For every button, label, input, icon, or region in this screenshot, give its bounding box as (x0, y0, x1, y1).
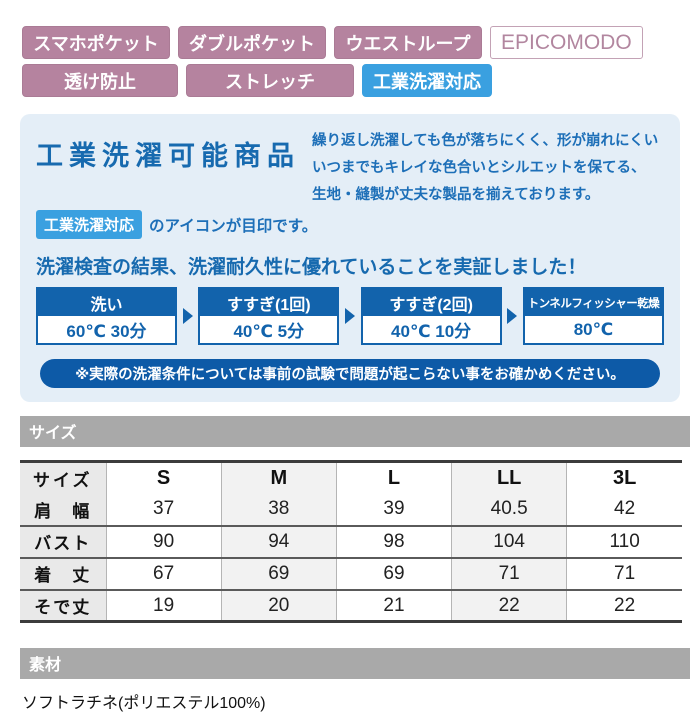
panel-description-line-3: 生地・縫製が丈夫な製品を揃えております。 (312, 186, 600, 203)
process-step-name: トンネルフィッシャー乾燥 (524, 289, 662, 317)
cell-value: 69 (220, 557, 337, 590)
cell-value: 94 (220, 525, 337, 558)
size-column-m: M (220, 461, 337, 494)
cell-value: 98 (335, 525, 452, 558)
badge-stretch: ストレッチ (186, 64, 354, 97)
arrow-right-icon (182, 308, 193, 325)
process-step-value: 80℃ (573, 319, 614, 339)
size-section-bar: サイズ (20, 416, 690, 448)
size-table-header-label: サイズ (33, 471, 93, 491)
row-label: バスト (34, 534, 92, 554)
feature-badges: スマホポケット ダブルポケット ウエストループ EPICOMODO 透け防止 ス… (22, 26, 700, 97)
cell-value: 104 (451, 525, 567, 558)
process-step-value: 40℃ 10分 (391, 322, 472, 342)
table-row-sleeve-length: そで丈 19 20 21 22 22 (20, 589, 682, 622)
size-table: サイズ S M L LL 3L 肩 幅 37 38 39 40.5 42 バスト… (20, 460, 682, 624)
cell-value: 39 (335, 493, 452, 526)
process-step-rinse-1: すすぎ(1回) 40℃ 5分 (198, 287, 340, 346)
icon-note-text: のアイコンが目印です。 (149, 217, 318, 235)
cell-value: 20 (220, 589, 337, 622)
row-label: そで丈 (34, 598, 92, 618)
cell-value: 37 (105, 493, 222, 526)
cell-value: 90 (105, 525, 222, 558)
size-column-ll: LL (451, 461, 567, 494)
panel-top: 工業洗濯可能商品 繰り返し洗濯しても色が落ちにくく、形が崩れにくい いつまでもキ… (36, 126, 664, 208)
badge-smartphone-pocket: スマホポケット (22, 26, 170, 59)
cell-value: 22 (451, 589, 567, 622)
wash-test-result-heading: 洗濯検査の結果、洗濯耐久性に優れていることを実証しました！ (36, 257, 587, 279)
process-step-wash: 洗い 60℃ 30分 (36, 287, 177, 346)
cell-value: 69 (335, 557, 452, 590)
industrial-wash-panel: 工業洗濯可能商品 繰り返し洗濯しても色が落ちにくく、形が崩れにくい いつまでもキ… (20, 114, 680, 403)
process-step-rinse-2: すすぎ(2回) 40℃ 10分 (360, 287, 502, 346)
size-column-l: L (335, 461, 452, 494)
badge-brand-epicomodo: EPICOMODO (490, 26, 643, 59)
size-table-header-row: サイズ S M L LL 3L (20, 461, 682, 494)
process-step-name: 洗い (38, 289, 175, 317)
table-row-bust: バスト 90 94 98 104 110 (20, 525, 682, 558)
panel-description-line-2: いつまでもキレイな色合いとシルエットを保てる、 (312, 159, 646, 176)
row-label: 着 丈 (34, 566, 92, 586)
panel-description-line-1: 繰り返し洗濯しても色が落ちにくく、形が崩れにくい (312, 133, 659, 149)
cell-value: 22 (566, 589, 682, 622)
process-step-name: すすぎ(2回) (362, 289, 500, 317)
icon-note-line: 工業洗濯対応 のアイコンが目印です。 (36, 210, 664, 240)
arrow-right-icon (507, 308, 518, 325)
feature-badges-row-2: 透け防止 ストレッチ 工業洗濯対応 (22, 64, 700, 97)
table-row-shoulder-width: 肩 幅 37 38 39 40.5 42 (20, 493, 682, 526)
cell-value: 19 (105, 589, 222, 622)
table-row-body-length: 着 丈 67 69 69 71 71 (20, 557, 682, 590)
badge-see-through-prevention: 透け防止 (22, 64, 178, 97)
cell-value: 40.5 (451, 493, 567, 526)
material-section-bar: 素材 (20, 648, 690, 680)
panel-title: 工業洗濯可能商品 (36, 141, 300, 171)
cell-value: 21 (335, 589, 452, 622)
arrow-right-icon (344, 308, 355, 325)
wash-process-flow: 洗い 60℃ 30分 すすぎ(1回) 40℃ 5分 すすぎ(2回) 40℃ 10… (36, 287, 664, 346)
badge-waist-loop: ウエストループ (334, 26, 482, 59)
size-column-3l: 3L (566, 461, 682, 494)
cell-value: 42 (566, 493, 682, 526)
process-step-name: すすぎ(1回) (200, 289, 338, 317)
badge-double-pocket: ダブルポケット (178, 26, 326, 59)
panel-description: 繰り返し洗濯しても色が落ちにくく、形が崩れにくい いつまでもキレイな色合いとシル… (312, 128, 664, 208)
material-text: ソフトラチネ(ポリエステル100%) (22, 695, 266, 713)
size-column-s: S (105, 461, 222, 494)
industrial-wash-icon: 工業洗濯対応 (36, 210, 143, 240)
row-label: 肩 幅 (34, 501, 92, 521)
process-step-value: 60℃ 30分 (66, 322, 147, 342)
cell-value: 71 (566, 557, 682, 590)
cell-value: 71 (451, 557, 567, 590)
wash-caution-note: ※実際の洗濯条件については事前の試験で問題が起こらない事をお確かめください。 (40, 359, 660, 389)
cell-value: 38 (220, 493, 337, 526)
cell-value: 67 (105, 557, 222, 590)
feature-badges-row-1: スマホポケット ダブルポケット ウエストループ EPICOMODO (22, 26, 700, 59)
process-step-value: 40℃ 5分 (233, 322, 305, 342)
process-step-tunnel-dry: トンネルフィッシャー乾燥 80℃ (522, 287, 664, 346)
badge-industrial-wash: 工業洗濯対応 (362, 64, 492, 97)
cell-value: 110 (566, 525, 682, 558)
